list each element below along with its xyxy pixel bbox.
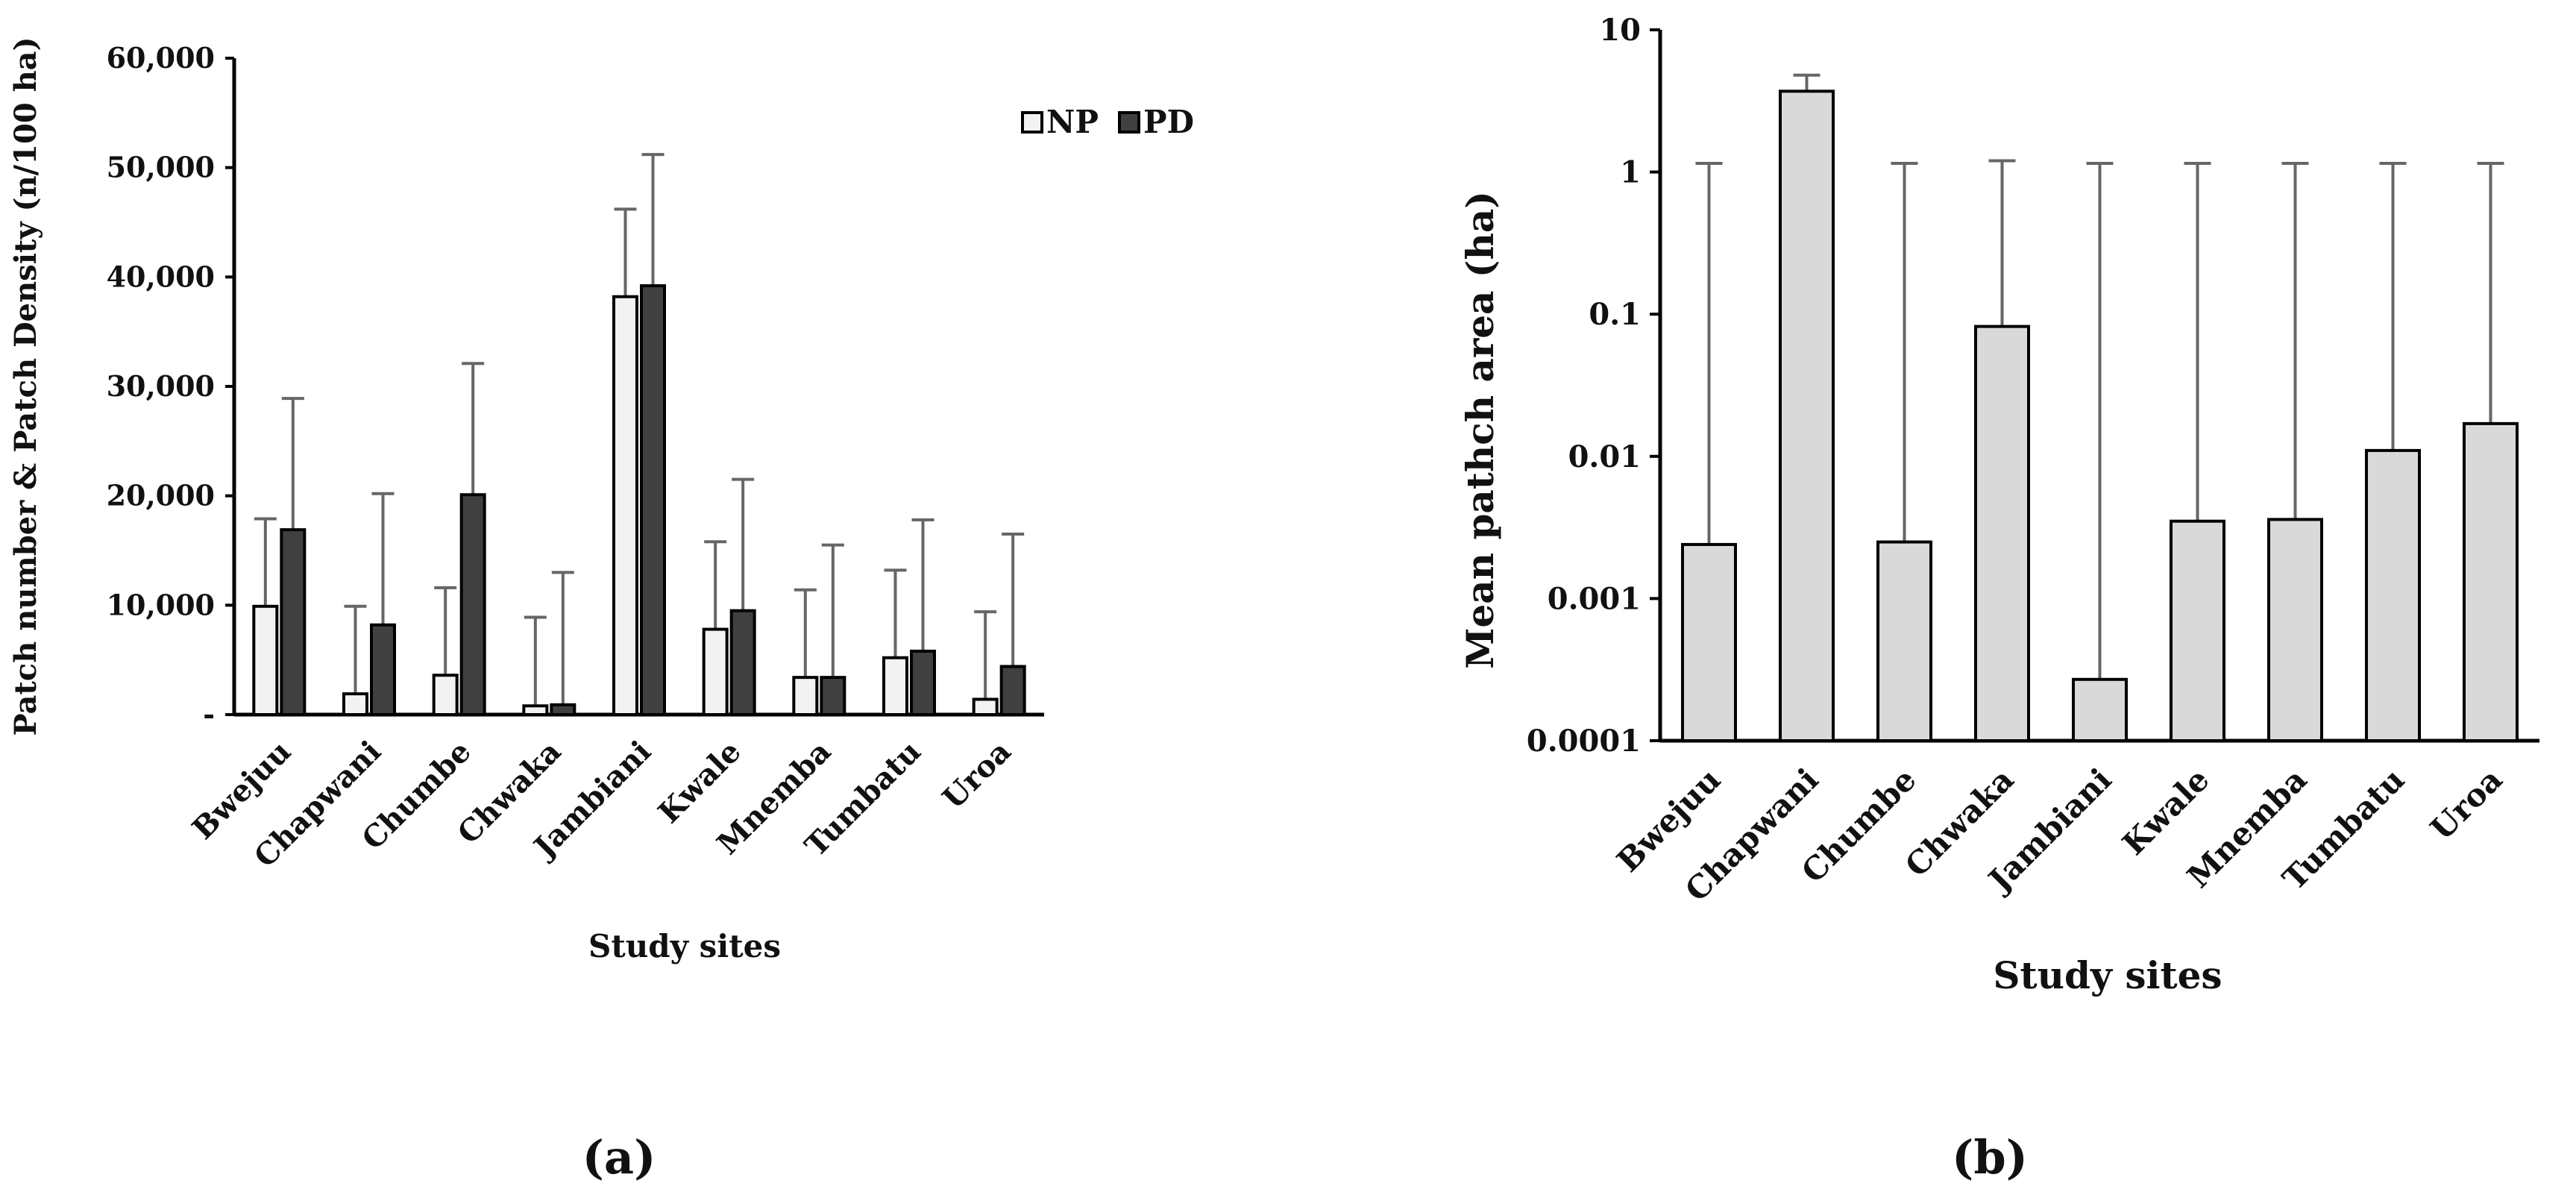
bar-tumbatu: [2365, 448, 2421, 743]
bar-pd-chumbe: [459, 493, 486, 716]
bar-np-jambiani: [612, 295, 638, 716]
bar-pd-kwale: [729, 609, 756, 717]
x-axis-title: Study sites: [588, 928, 781, 965]
panel-a-chart: -10,00020,00030,00040,00050,00060,000Bwe…: [8, 37, 1194, 965]
bar-chapwani: [1779, 90, 1835, 742]
bar-np-kwale: [702, 627, 729, 716]
x-axis-title: Study sites: [1993, 953, 2222, 997]
bar-mnemba: [2267, 518, 2323, 742]
bar-pd-mnemba: [820, 676, 846, 717]
bar-pd-chwaka: [550, 703, 577, 716]
bar-uroa: [2463, 421, 2519, 743]
bar-chumbe: [1876, 540, 1932, 742]
bar-np-mnemba: [792, 676, 819, 717]
bar-pd-tumbatu: [910, 649, 936, 717]
bar-bwejuu: [1681, 542, 1737, 743]
bar-np-uroa: [972, 697, 999, 717]
y-tick-label: 0.001: [1548, 581, 1641, 616]
y-tick-label: 10,000: [107, 588, 215, 621]
legend-swatch-pd: [1118, 111, 1140, 134]
y-tick-label: 0.1: [1589, 297, 1641, 332]
bar-np-chapwani: [342, 692, 368, 717]
panel-a-label: (a): [582, 1130, 656, 1185]
bar-np-tumbatu: [882, 656, 908, 717]
x-tick-label: Uroa: [936, 734, 1018, 816]
legend-label-pd: PD: [1143, 104, 1194, 140]
bar-pd-bwejuu: [280, 528, 307, 717]
bar-pd-chapwani: [370, 623, 396, 717]
bar-kwale: [2170, 519, 2225, 742]
bar-chwaka: [1974, 324, 2030, 742]
y-tick-label: -: [203, 697, 215, 731]
bar-np-chumbe: [432, 674, 459, 717]
legend-label-np: NP: [1046, 104, 1099, 140]
y-tick-label: 60,000: [107, 41, 215, 75]
y-tick-label: 30,000: [107, 369, 215, 403]
legend: NP PD: [1021, 104, 1194, 140]
y-tick-label: 1: [1620, 155, 1641, 190]
bar-pd-uroa: [999, 665, 1026, 717]
y-tick-label: 20,000: [107, 479, 215, 512]
bar-np-chwaka: [522, 704, 549, 716]
legend-swatch-np: [1021, 111, 1043, 134]
y-axis-title: Patch number & Patch Density (n/100 ha): [8, 37, 43, 735]
y-tick-label: 0.01: [1568, 439, 1641, 474]
y-tick-label: 10: [1599, 13, 1641, 48]
y-tick-label: 40,000: [107, 260, 215, 293]
bar-np-bwejuu: [252, 604, 279, 716]
y-tick-label: 0.0001: [1527, 724, 1641, 759]
y-axis-title: Mean pathch area (ha): [1458, 191, 1502, 669]
y-tick-label: 50,000: [107, 151, 215, 184]
bar-pd-jambiani: [640, 284, 666, 717]
panel-b-label: (b): [1952, 1130, 2028, 1185]
panel-b-chart: 0.00010.0010.010.1110BwejuuChapwaniChumb…: [1458, 13, 2539, 997]
bar-jambiani: [2072, 677, 2128, 742]
x-tick-label: Kwale: [2115, 761, 2216, 862]
x-tick-label: Uroa: [2423, 761, 2509, 847]
